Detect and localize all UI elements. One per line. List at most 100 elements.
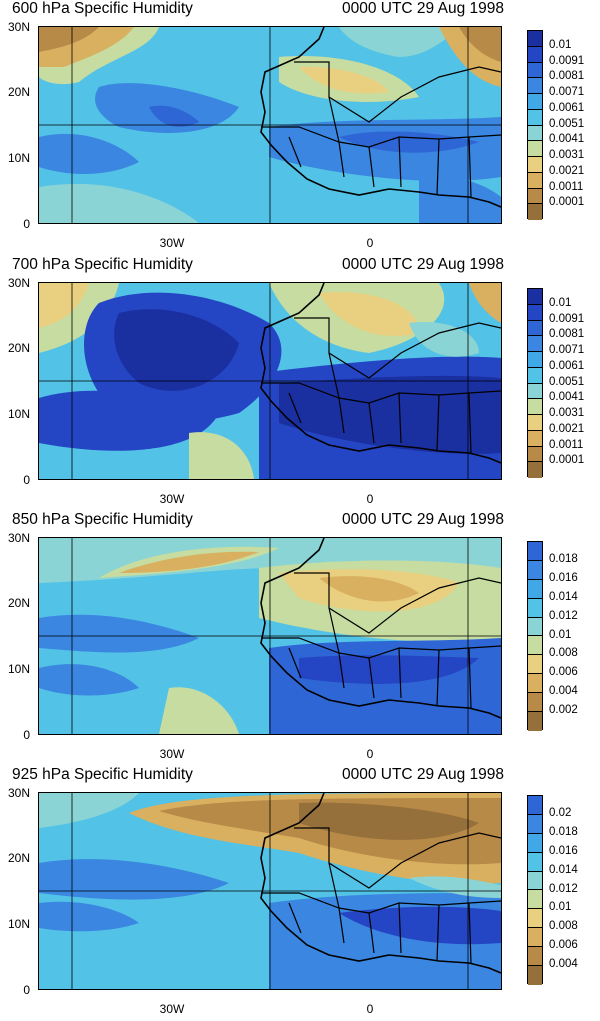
panel-date: 0000 UTC 29 Aug 1998 xyxy=(341,256,504,273)
x-tick-label: 30W xyxy=(159,492,185,506)
colorbar-label: 0.01 xyxy=(549,296,572,309)
colorbar-label: 0.0091 xyxy=(549,312,585,325)
y-tick-label: 20N xyxy=(7,341,30,355)
panel-date: 0000 UTC 29 Aug 1998 xyxy=(341,0,504,17)
y-tick-label: 0 xyxy=(23,983,30,997)
colorbar-swatch xyxy=(528,560,542,580)
colorbar-swatch xyxy=(528,188,542,205)
colorbar-swatch xyxy=(528,78,542,94)
humidity-map xyxy=(38,26,502,224)
colorbar-swatch xyxy=(528,636,542,656)
colorbar-swatch xyxy=(528,94,542,110)
colorbar-label: 0.006 xyxy=(549,666,578,679)
colorbar-label: 0.01 xyxy=(549,628,572,641)
colorbar xyxy=(527,541,543,731)
colorbar-label: 0.016 xyxy=(549,571,578,584)
y-tick-label: 0 xyxy=(23,473,30,487)
colorbar-swatch xyxy=(528,157,542,173)
colorbar-label: 0.02 xyxy=(549,806,572,819)
colorbar-label: 0.008 xyxy=(549,647,578,660)
colorbar-label: 0.0031 xyxy=(549,149,585,161)
country-borders xyxy=(261,827,501,964)
y-tick-label: 0 xyxy=(23,728,30,742)
colorbar-swatch xyxy=(528,617,542,637)
colorbar xyxy=(527,288,543,478)
colorbar-label: 0.0081 xyxy=(549,328,585,341)
colorbar-swatch xyxy=(528,399,542,415)
y-tick-label: 30N xyxy=(7,786,30,800)
colorbar-swatch xyxy=(528,125,542,142)
colorbar-label: 0.0071 xyxy=(549,344,585,356)
colorbar-swatch xyxy=(528,204,542,220)
colorbar-label: 0.0031 xyxy=(549,407,585,419)
panel-700hpa: 700 hPa Specific Humidity 0000 UTC 29 Au… xyxy=(0,256,600,511)
panel-date: 0000 UTC 29 Aug 1998 xyxy=(341,766,504,783)
colorbar xyxy=(527,795,543,985)
colorbar-label: 0.0051 xyxy=(549,375,585,388)
colorbar-label: 0.0061 xyxy=(549,359,585,372)
colorbar-swatch xyxy=(528,947,542,967)
y-tick-label: 20N xyxy=(7,851,30,865)
coastline xyxy=(260,538,501,719)
colorbar-label: 0.0001 xyxy=(549,454,585,467)
colorbar-swatch xyxy=(528,579,542,599)
x-tick-label: 0 xyxy=(366,236,374,250)
colorbar-swatch xyxy=(528,712,542,731)
y-tick-label: 10N xyxy=(7,151,30,165)
panel-date: 0000 UTC 29 Aug 1998 xyxy=(341,511,504,528)
x-tick-label: 0 xyxy=(366,747,374,761)
panel-850hpa: 850 hPa Specific Humidity 0000 UTC 29 Au… xyxy=(0,511,600,766)
x-tick-label: 30W xyxy=(159,747,185,761)
country-borders xyxy=(261,572,501,709)
colorbar-label: 0.01 xyxy=(549,38,572,51)
colorbar-label: 0.0091 xyxy=(549,54,585,67)
colorbar-swatch xyxy=(528,966,542,985)
y-tick-label: 30N xyxy=(7,276,30,290)
colorbar-swatch xyxy=(528,141,542,157)
y-tick-label: 10N xyxy=(7,917,30,931)
colorbar-label: 0.0071 xyxy=(549,86,585,98)
colorbar-swatch xyxy=(528,814,542,834)
colorbar-swatch xyxy=(528,796,542,815)
colorbar-swatch xyxy=(528,655,542,675)
colorbar-swatch xyxy=(528,320,542,337)
colorbar-swatch xyxy=(528,289,542,305)
colorbar-label: 0.018 xyxy=(549,825,578,838)
coastline xyxy=(260,283,501,464)
panel-925hpa: 925 hPa Specific Humidity 0000 UTC 29 Au… xyxy=(0,766,600,1021)
colorbar-label: 0.016 xyxy=(549,844,578,857)
colorbar-swatch xyxy=(528,693,542,713)
colorbar-label: 0.014 xyxy=(549,863,578,876)
x-tick-label: 0 xyxy=(366,492,374,506)
colorbar-swatch xyxy=(528,46,542,63)
colorbar-swatch xyxy=(528,304,542,321)
panel-title: 925 hPa Specific Humidity xyxy=(12,766,193,783)
colorbar-label: 0.0051 xyxy=(549,117,585,130)
y-tick-label: 10N xyxy=(7,407,30,421)
country-borders xyxy=(261,61,501,198)
colorbar-label: 0.012 xyxy=(549,882,578,895)
humidity-map xyxy=(38,537,502,735)
colorbar-swatch xyxy=(528,367,542,384)
colorbar-label: 0.018 xyxy=(549,552,578,565)
colorbar-swatch xyxy=(528,109,542,126)
humidity-map xyxy=(38,792,502,990)
colorbar-swatch xyxy=(528,31,542,47)
x-tick-label: 30W xyxy=(159,1002,185,1016)
coastline xyxy=(260,793,501,974)
colorbar-swatch xyxy=(528,909,542,929)
y-tick-label: 30N xyxy=(7,531,30,545)
colorbar-swatch xyxy=(528,542,542,561)
y-tick-label: 20N xyxy=(7,85,30,99)
colorbar-label: 0.0081 xyxy=(549,70,585,83)
colorbar-swatch xyxy=(528,462,542,478)
y-tick-label: 0 xyxy=(23,217,30,231)
colorbar-label: 0.0061 xyxy=(549,101,585,114)
colorbar-label: 0.0041 xyxy=(549,391,585,404)
colorbar-label: 0.004 xyxy=(549,958,578,971)
colorbar-label: 0.0011 xyxy=(549,438,584,451)
y-tick-label: 30N xyxy=(7,20,30,34)
colorbar-swatch xyxy=(528,352,542,368)
colorbar-label: 0.006 xyxy=(549,939,578,952)
colorbar-label: 0.002 xyxy=(549,704,578,717)
